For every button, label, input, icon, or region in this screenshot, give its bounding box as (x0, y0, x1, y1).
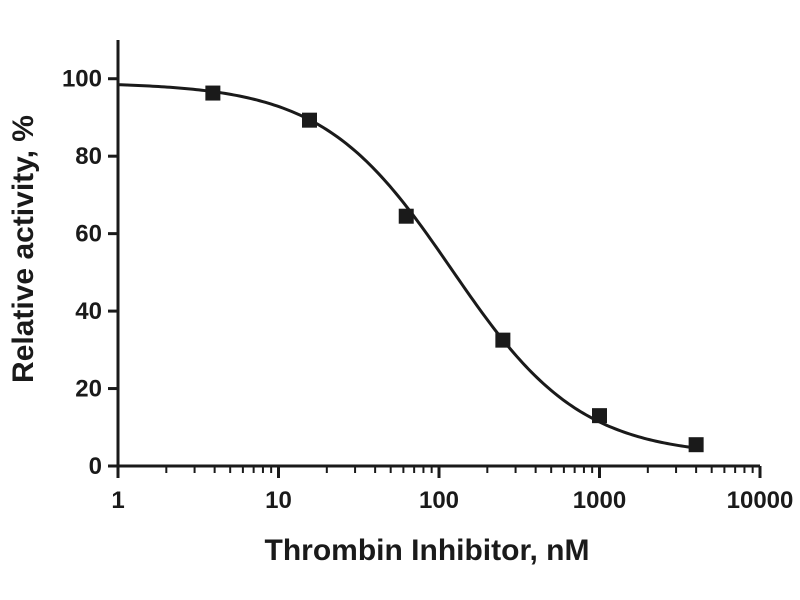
fit-curve (117, 83, 697, 450)
x-tick-label: 1000 (573, 487, 626, 514)
x-tick-label: 100 (419, 487, 459, 514)
x-tick-label: 1 (111, 487, 124, 514)
data-points (205, 85, 704, 453)
x-axis-title: Thrombin Inhibitor, nM (265, 534, 590, 567)
y-tick-label: 0 (89, 453, 102, 480)
data-point (301, 112, 317, 128)
data-point (398, 208, 414, 224)
y-axis-title: Relative activity, % (7, 115, 40, 383)
y-tick-label: 60 (75, 221, 102, 248)
x-tick-label: 10000 (727, 487, 794, 514)
x-tick-label: 10 (265, 487, 292, 514)
data-point (592, 408, 607, 424)
y-tick-label: 20 (75, 376, 102, 403)
data-point (688, 437, 704, 453)
data-point (495, 332, 511, 348)
y-tick-label: 100 (62, 66, 102, 93)
y-tick-label: 80 (75, 143, 102, 170)
y-tick-label: 40 (75, 298, 102, 325)
data-point (205, 85, 221, 101)
ticks (108, 77, 762, 478)
tick-labels: 0 20 40 60 80 100 1 10 100 1000 10000 (62, 66, 793, 514)
